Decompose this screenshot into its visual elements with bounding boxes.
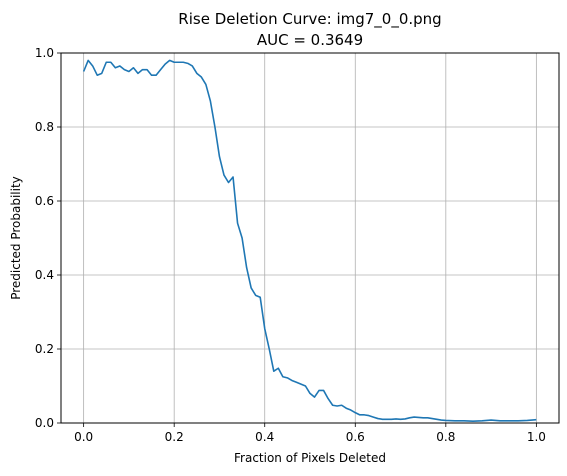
axes-frame <box>60 52 560 424</box>
x-axis-label: Fraction of Pixels Deleted <box>234 451 386 465</box>
chart-title-line1: Rise Deletion Curve: img7_0_0.png <box>178 10 441 29</box>
y-tick-label: 0.6 <box>35 194 54 208</box>
y-axis: 0.0 0.2 0.4 0.6 0.8 1.0 <box>35 46 61 430</box>
y-tick-label: 1.0 <box>35 46 54 60</box>
x-axis: 0.0 0.2 0.4 0.6 0.8 1.0 <box>74 423 546 444</box>
x-tick-label: 0.4 <box>255 430 274 444</box>
plot-area <box>82 59 537 422</box>
y-axis-label: Predicted Probability <box>9 176 23 300</box>
x-tick-label: 1.0 <box>527 430 546 444</box>
x-tick-label: 0.8 <box>436 430 455 444</box>
y-tick-label: 0.4 <box>35 268 54 282</box>
x-tick-label: 0.6 <box>346 430 365 444</box>
x-tick-label: 0.0 <box>74 430 93 444</box>
y-tick-label: 0.8 <box>35 120 54 134</box>
series-line <box>82 59 537 422</box>
chart-title-line2: AUC = 0.3649 <box>257 31 363 49</box>
x-tick-label: 0.2 <box>165 430 184 444</box>
y-tick-label: 0.0 <box>35 416 54 430</box>
y-tick-label: 0.2 <box>35 342 54 356</box>
grid <box>61 52 559 424</box>
